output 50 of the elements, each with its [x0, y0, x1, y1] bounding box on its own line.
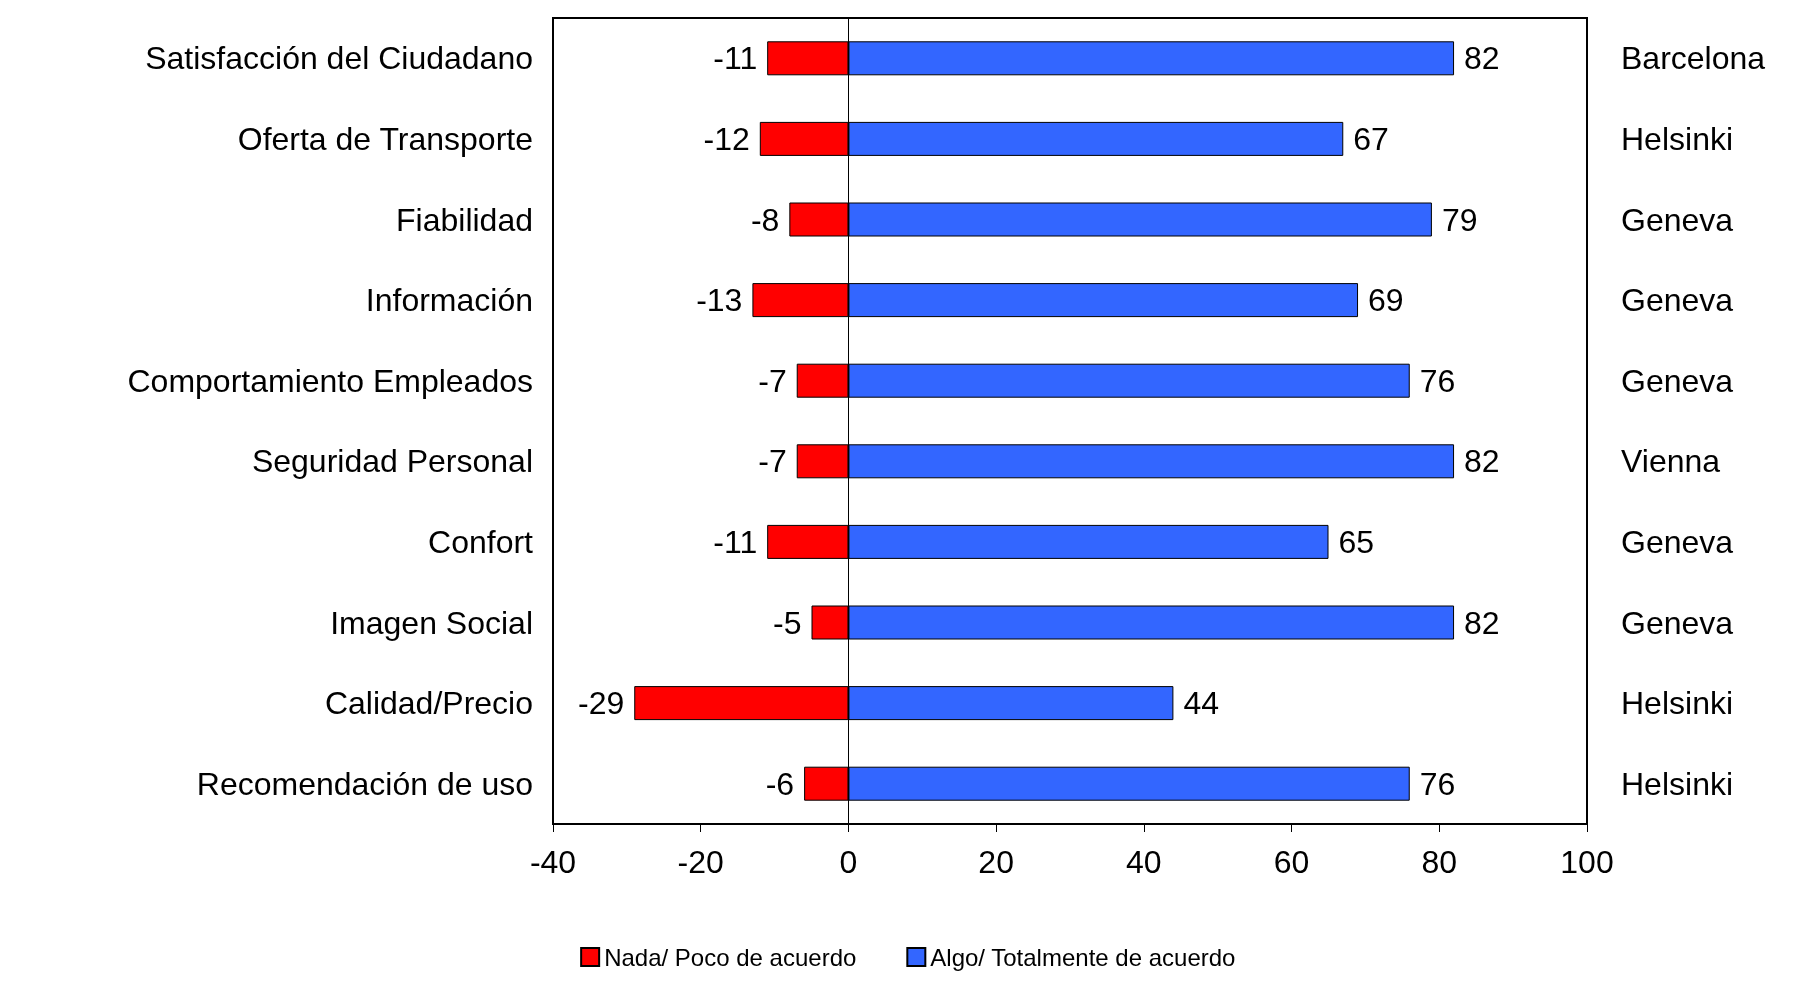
data-label: -8 [750, 201, 780, 238]
y-tick-label: Confort [428, 523, 534, 560]
data-label: 76 [1419, 362, 1456, 399]
y-tick-label: Imagen Social [330, 604, 533, 641]
data-label: 44 [1183, 685, 1219, 722]
data-label: 67 [1353, 120, 1389, 157]
data-label: -6 [765, 765, 795, 802]
y-tick-label: Recomendación de uso [196, 765, 533, 802]
data-label: 82 [1464, 443, 1500, 480]
data-label: -7 [758, 362, 787, 399]
y2-tick-label: Geneva [1621, 523, 1734, 560]
y-tick-label: Calidad/Precio [324, 685, 533, 722]
data-label: -13 [696, 282, 743, 319]
x-tick-label: 0 [839, 844, 858, 880]
x-tick-label: 100 [1560, 844, 1614, 880]
data-label: 65 [1338, 523, 1375, 560]
y2-tick-label: Barcelona [1621, 40, 1766, 77]
y2-tick-label: Geneva [1621, 604, 1734, 641]
x-tick-label: 60 [1273, 844, 1310, 880]
x-tick-label: 40 [1126, 844, 1162, 880]
data-label: -11 [713, 523, 758, 560]
y2-tick-label: Geneva [1621, 201, 1734, 238]
y2-tick-label: Geneva [1621, 362, 1734, 399]
y2-tick-label: Helsinki [1621, 685, 1734, 722]
data-label: -5 [773, 604, 802, 641]
data-label: 79 [1441, 201, 1478, 238]
y2-tick-label: Helsinki [1621, 765, 1734, 802]
x-tick-label: -20 [677, 844, 724, 880]
y2-tick-label: Geneva [1621, 282, 1734, 319]
data-label: -29 [577, 685, 625, 722]
data-label: -11 [713, 40, 758, 77]
data-label: 82 [1464, 40, 1500, 77]
x-tick-label: -40 [529, 844, 577, 880]
data-label: 82 [1464, 604, 1500, 641]
x-tick-label: 20 [978, 844, 1014, 880]
x-tick-label: 80 [1421, 844, 1458, 880]
data-label: -7 [758, 443, 787, 480]
data-label: 76 [1419, 765, 1456, 802]
y-tick-label: Oferta de Transporte [237, 120, 533, 157]
data-label: 69 [1368, 282, 1404, 319]
data-label: -12 [703, 120, 750, 157]
legend-label: Nada/ Poco de acuerdo [604, 943, 857, 971]
y-tick-label: Satisfacción del Ciudadano [145, 40, 533, 77]
y2-tick-label: Helsinki [1621, 120, 1734, 157]
y-tick-label: Comportamiento Empleados [127, 362, 533, 399]
legend-label: Algo/ Totalmente de acuerdo [930, 943, 1236, 971]
y-tick-label: Información [365, 282, 533, 319]
y2-tick-label: Vienna [1621, 443, 1721, 480]
y-tick-label: Fiabilidad [396, 201, 533, 238]
y-tick-label: Seguridad Personal [251, 443, 533, 480]
